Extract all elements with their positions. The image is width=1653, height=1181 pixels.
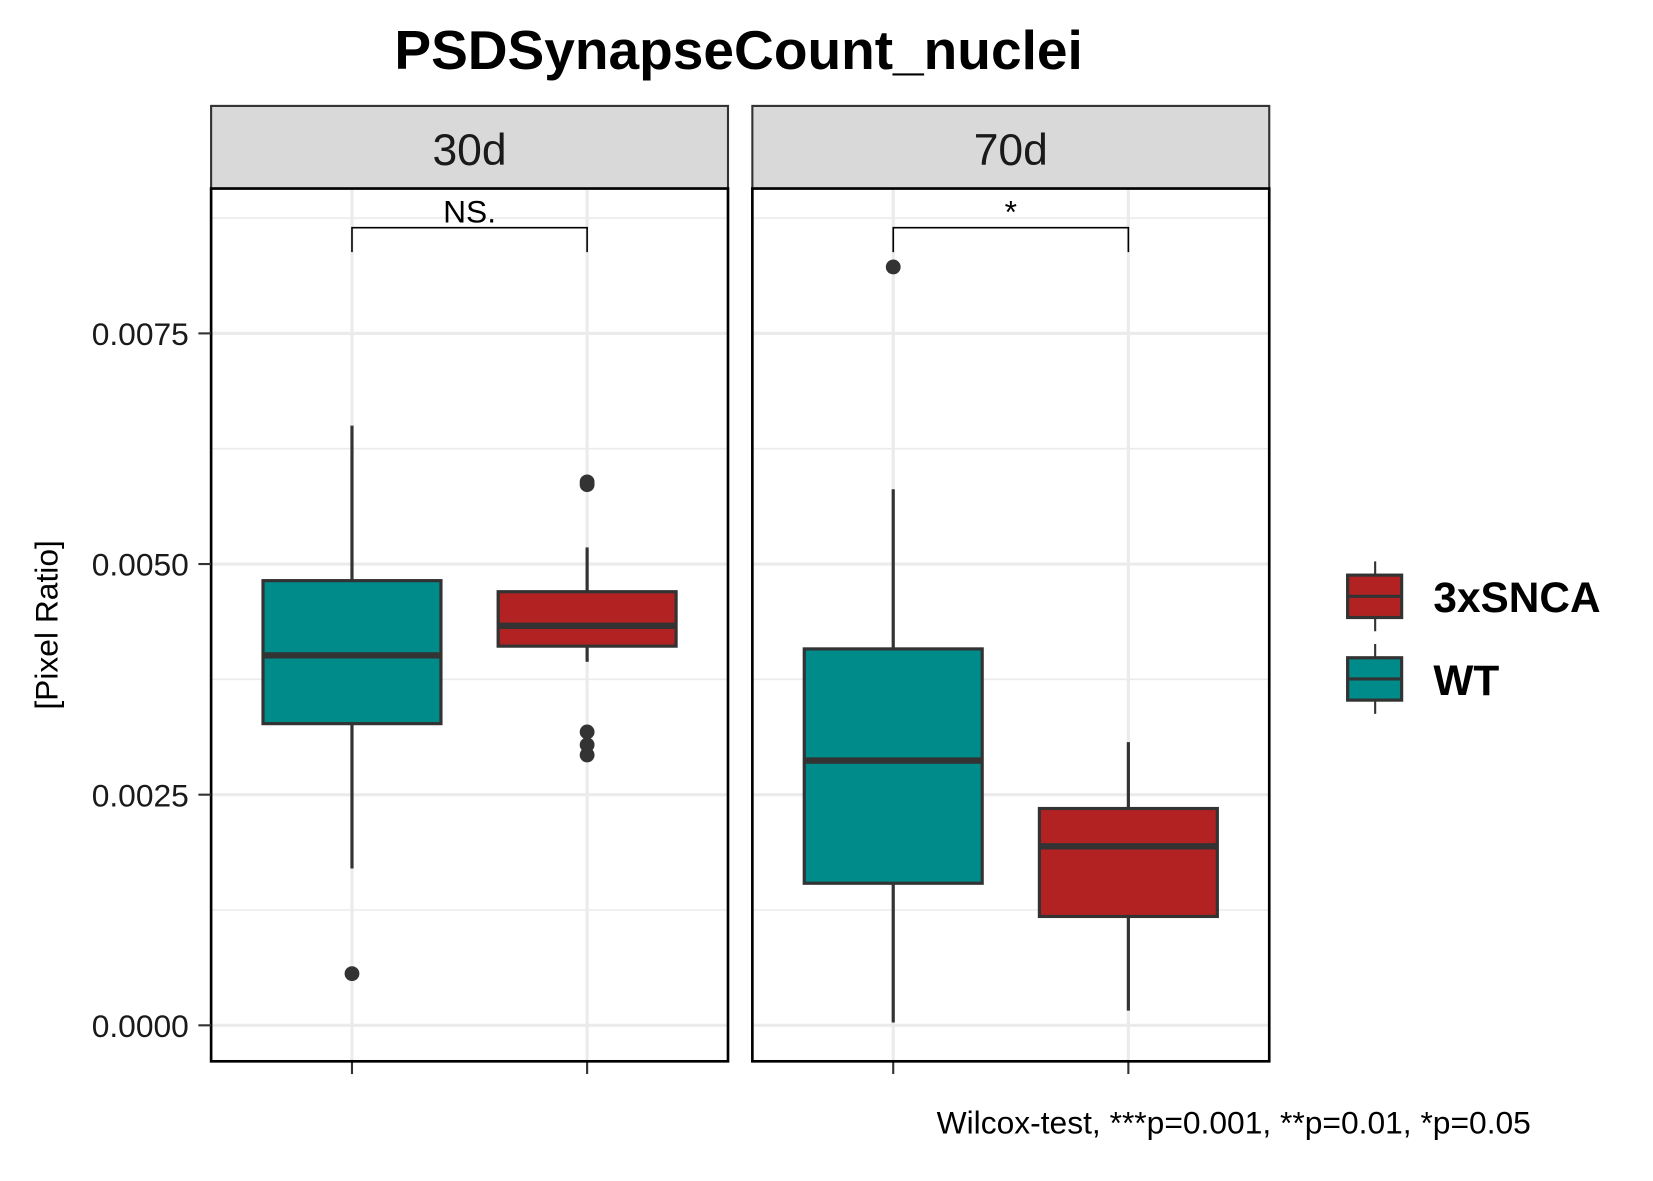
outlier-point	[579, 724, 595, 740]
panel-border	[751, 187, 1271, 1063]
box-3xSNCA	[496, 474, 678, 763]
box-iqr	[261, 579, 443, 726]
outlier-point	[579, 747, 595, 763]
facet-panel-70d: 70d *	[751, 104, 1271, 1075]
panel-border	[209, 187, 730, 1063]
facet-label: 70d	[974, 126, 1048, 175]
significance-label: *	[1005, 193, 1017, 229]
legend-item-3xSNCA: 3xSNCA	[1346, 561, 1601, 632]
facet-label: 30d	[432, 126, 506, 175]
y-tick-label: 0.0000	[92, 1008, 189, 1044]
outlier-point	[579, 477, 595, 493]
outlier-point	[885, 259, 901, 275]
significance-bracket	[351, 226, 588, 253]
outlier-point	[579, 737, 595, 753]
outlier-point	[344, 966, 360, 982]
box-WT	[261, 425, 443, 982]
legend-label: WT	[1433, 657, 1499, 704]
legend-item-WT: WT	[1346, 643, 1499, 714]
chart-title: PSDSynapseCount_nuclei	[394, 19, 1082, 81]
y-tick-label: 0.0050	[92, 547, 189, 583]
box-3xSNCA	[1037, 742, 1219, 1011]
box-iqr	[496, 590, 678, 648]
facet-strip	[210, 104, 730, 190]
significance-bracket	[892, 226, 1130, 253]
box-iqr	[1037, 806, 1219, 919]
legend-label: 3xSNCA	[1433, 574, 1600, 621]
significance-label: NS.	[443, 193, 496, 229]
y-axis-label: [Pixel Ratio]	[29, 540, 65, 709]
y-tick-label: 0.0075	[92, 316, 189, 352]
y-tick-label: 0.0025	[92, 777, 189, 813]
facet-panel-30d: 30d NS.	[209, 104, 730, 1075]
panel-background	[752, 188, 1270, 1062]
box-WT	[802, 259, 984, 1023]
box-iqr	[802, 647, 984, 885]
footnote: Wilcox-test, ***p=0.001, **p=0.01, *p=0.…	[937, 1104, 1531, 1140]
